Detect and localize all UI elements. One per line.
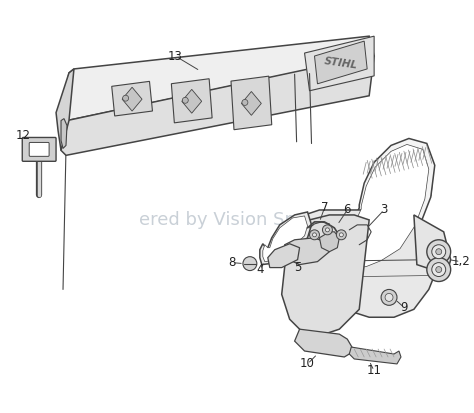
Text: 9: 9	[400, 301, 408, 314]
Polygon shape	[319, 232, 339, 252]
Polygon shape	[260, 212, 311, 265]
Text: STIHL: STIHL	[324, 56, 359, 70]
Polygon shape	[305, 36, 374, 91]
Text: 4: 4	[256, 263, 264, 276]
Circle shape	[326, 228, 329, 232]
Circle shape	[310, 230, 319, 240]
Circle shape	[182, 97, 188, 103]
Text: 11: 11	[366, 364, 382, 377]
Circle shape	[432, 263, 446, 277]
Circle shape	[432, 245, 446, 259]
Polygon shape	[347, 138, 435, 272]
Text: 1,2: 1,2	[451, 255, 470, 268]
Polygon shape	[282, 215, 369, 339]
Polygon shape	[268, 244, 300, 268]
Circle shape	[243, 256, 257, 271]
Polygon shape	[314, 41, 367, 84]
Text: 3: 3	[380, 204, 388, 216]
Circle shape	[339, 233, 343, 237]
Polygon shape	[241, 92, 261, 115]
Circle shape	[337, 230, 346, 240]
Circle shape	[436, 267, 442, 273]
Polygon shape	[112, 81, 153, 116]
Circle shape	[427, 258, 451, 282]
Polygon shape	[414, 215, 451, 275]
Polygon shape	[61, 119, 67, 148]
Polygon shape	[172, 79, 212, 123]
Polygon shape	[61, 56, 374, 155]
Circle shape	[427, 240, 451, 263]
Circle shape	[242, 100, 248, 105]
Polygon shape	[350, 145, 429, 268]
Circle shape	[385, 293, 393, 301]
Polygon shape	[354, 140, 434, 270]
Circle shape	[322, 225, 332, 235]
FancyBboxPatch shape	[22, 138, 56, 161]
Polygon shape	[353, 148, 424, 265]
Text: 6: 6	[344, 204, 351, 216]
Polygon shape	[122, 87, 142, 111]
Polygon shape	[290, 210, 439, 317]
Text: 7: 7	[321, 202, 328, 214]
Polygon shape	[263, 216, 308, 261]
Text: 12: 12	[16, 129, 31, 142]
Text: ered by Vision Spares: ered by Vision Spares	[139, 211, 335, 229]
Text: 5: 5	[294, 261, 301, 274]
Polygon shape	[182, 89, 201, 113]
Text: 10: 10	[300, 357, 315, 370]
Polygon shape	[56, 69, 74, 150]
Polygon shape	[285, 238, 329, 265]
Polygon shape	[231, 76, 272, 130]
Text: 8: 8	[228, 256, 236, 269]
Circle shape	[123, 95, 128, 101]
Polygon shape	[61, 36, 374, 121]
Text: 13: 13	[168, 50, 183, 62]
Circle shape	[312, 233, 317, 237]
Polygon shape	[295, 329, 354, 357]
Polygon shape	[349, 347, 401, 364]
FancyBboxPatch shape	[29, 142, 49, 157]
Circle shape	[381, 290, 397, 305]
Circle shape	[436, 249, 442, 255]
